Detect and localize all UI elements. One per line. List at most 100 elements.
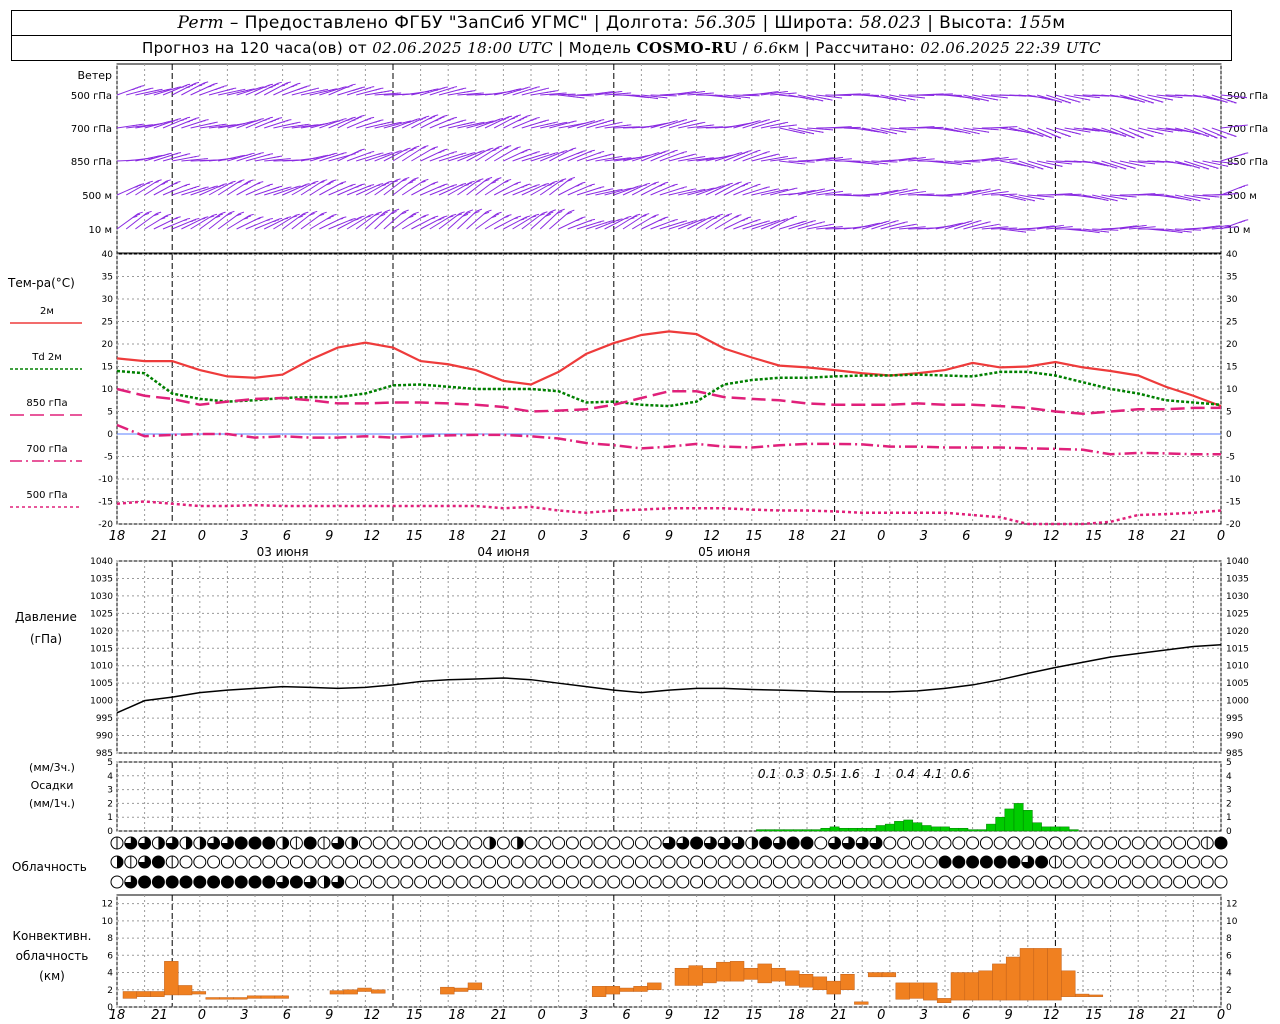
wind-barb-feather	[665, 150, 669, 152]
cloud-circle	[648, 855, 662, 869]
temp-ytick-right: 35	[1226, 273, 1237, 283]
wind-barb-feather	[430, 147, 436, 151]
pressure-ytick-left: 1025	[90, 609, 113, 619]
wind-barb-feather	[616, 219, 620, 222]
cloud-circle	[345, 855, 359, 869]
cloud-row-lower	[110, 875, 1228, 889]
wind-barb-feather	[727, 213, 733, 216]
hour-tick-label: 21	[1170, 1008, 1187, 1023]
wind-barb-feather	[349, 85, 353, 87]
cloud-fill-full	[1035, 856, 1048, 868]
cloud-circle	[1186, 875, 1200, 889]
cloud-circle	[1090, 875, 1104, 889]
wind-barb-feather	[651, 215, 656, 218]
wind-barb-feather	[421, 215, 426, 218]
convective-bar	[177, 985, 193, 996]
cloud-circle	[1104, 855, 1118, 869]
wind-barb-feather	[453, 184, 457, 186]
wind-barb-shaft	[512, 184, 537, 196]
convective-bar	[136, 991, 151, 997]
hour-tick-label: 15	[746, 1008, 763, 1023]
cloud-circle	[634, 836, 648, 850]
wind-barb-shaft	[733, 94, 760, 97]
wind-barb-feather	[459, 211, 465, 214]
wind-barb-shaft	[816, 226, 843, 230]
wind-barb-shaft	[356, 152, 382, 162]
wind-barb-shaft	[788, 189, 815, 196]
wind-barb-shaft	[521, 183, 546, 196]
pressure-ytick-left: 1040	[90, 557, 113, 567]
cloud-circle	[1173, 855, 1187, 869]
wind-barb-feather	[434, 114, 439, 117]
wind-barb-shaft	[457, 150, 482, 162]
wind-barb-shaft	[374, 150, 399, 162]
convective-bar	[633, 986, 648, 992]
wind-barb-feather	[641, 214, 647, 218]
wind-barb-feather	[747, 216, 752, 219]
wind-barb-feather	[166, 179, 171, 182]
cloud-circle	[1076, 875, 1090, 889]
wind-barb-feather	[433, 146, 439, 149]
wind-barb-shaft	[254, 155, 281, 162]
cloud-fill-three-quarter	[138, 837, 151, 849]
wind-barb-feather	[575, 219, 580, 222]
wind-barb-feather	[467, 182, 472, 185]
wind-barb-shaft	[990, 193, 1018, 196]
wind-barb-feather	[591, 183, 595, 186]
wind-barb-shaft	[530, 121, 557, 129]
convective-bar	[440, 986, 455, 995]
wind-barb-shaft	[291, 181, 315, 196]
wind-barb-shaft	[282, 85, 308, 96]
wind-barb-shaft	[438, 183, 463, 196]
cloud-circle	[717, 855, 731, 869]
wind-barb-feather	[196, 217, 200, 220]
wind-barb-shaft	[172, 155, 198, 162]
cloud-fill-full	[235, 876, 248, 888]
wind-barb-feather	[263, 119, 267, 122]
wind-barb-shaft	[208, 124, 235, 129]
wind-barb-feather	[186, 120, 190, 123]
wind-barb-feather	[662, 151, 666, 154]
wind-barb-shaft	[1128, 193, 1155, 196]
wind-barb-shaft	[125, 212, 147, 230]
cloud-circle	[441, 855, 455, 869]
precip-bar	[903, 819, 914, 832]
wind-barb-shaft	[981, 94, 1008, 99]
pressure-ytick-right: 985	[1226, 749, 1243, 759]
cloud-circle	[1145, 855, 1159, 869]
wind-barb-feather	[734, 183, 739, 185]
wind-barb-shaft	[190, 186, 216, 196]
wind-barb-shaft	[723, 182, 748, 196]
wind-barb-shaft	[981, 191, 1008, 196]
precip-ylabel-2: Осадки	[31, 779, 74, 792]
wind-barb-shaft	[190, 215, 214, 230]
wind-barb-feather	[132, 215, 138, 219]
wind-barb-shaft	[1128, 160, 1155, 165]
wind-barb-feather	[1241, 185, 1246, 188]
wind-barb-feather	[456, 213, 463, 216]
wind-barb-shaft	[365, 90, 392, 96]
wind-barb-feather	[214, 82, 218, 85]
wind-barb-feather	[793, 215, 798, 218]
wind-barb-feather	[163, 181, 169, 184]
cloud-circle	[1145, 875, 1159, 889]
cloud-circle	[358, 836, 372, 850]
cloud-circle	[979, 875, 993, 889]
wind-barb-feather	[421, 146, 426, 150]
wind-barb-feather	[741, 184, 746, 187]
precip-bar	[958, 827, 969, 832]
wind-barb-feather	[575, 184, 580, 187]
temp-ytick-right: 0	[1226, 430, 1232, 440]
temp-ytick-left: 35	[102, 273, 113, 283]
cloud-fill-full	[235, 837, 248, 849]
wind-barb-shaft	[1211, 160, 1238, 165]
cloud-circle	[1048, 875, 1062, 889]
precip-bar	[949, 827, 960, 832]
wind-barb-feather	[674, 218, 678, 221]
wind-barb-shaft	[438, 213, 461, 230]
wind-barb-feather	[259, 181, 264, 184]
hour-tick-label: 3	[920, 529, 928, 544]
wind-barb-shaft	[567, 94, 594, 97]
wind-barb-feather	[545, 213, 551, 217]
temp-ytick-right: 10	[1226, 385, 1238, 395]
